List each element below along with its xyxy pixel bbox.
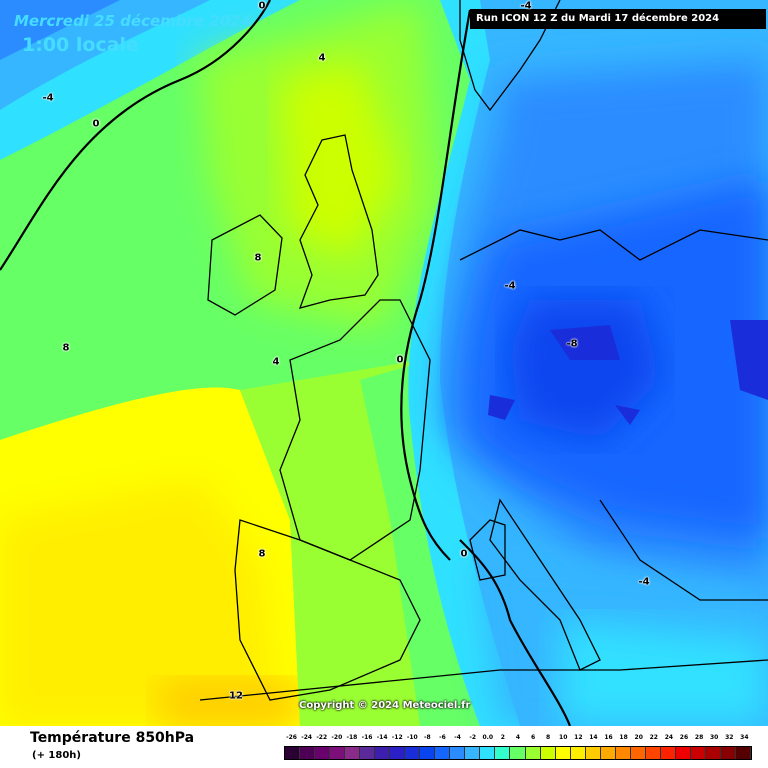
scale-swatch <box>555 747 571 759</box>
scale-label: 0.0 <box>482 734 494 741</box>
scale-swatch <box>450 747 466 759</box>
isotherm-label: 8 <box>258 548 266 560</box>
scale-swatch <box>525 747 541 759</box>
map-footer: Température 850hPa (+ 180h) -26 -24 -22 -20… <box>0 726 768 768</box>
scale-swatch <box>735 747 751 759</box>
forecast-horizon: (+ 180h) <box>32 750 81 761</box>
scale-swatch <box>690 747 706 759</box>
scale-swatch <box>480 747 496 759</box>
scale-swatch <box>375 747 391 759</box>
scale-swatch <box>645 747 661 759</box>
scale-label: 24 <box>664 734 674 741</box>
scale-swatch <box>570 747 586 759</box>
scale-label: 32 <box>725 734 734 741</box>
scale-swatch <box>675 747 691 759</box>
color-scale: -26 -24 -22 -20 -18 -16 -14 -12 -10 -8 -6 -4 -2 0.0 2 4… <box>284 734 752 764</box>
scale-swatch <box>465 747 481 759</box>
scale-label: 6 <box>530 734 536 741</box>
scale-swatch <box>315 747 331 759</box>
scale-label: 30 <box>709 734 719 741</box>
forecast-time: 1:00 locale <box>22 34 139 56</box>
scale-swatch <box>405 747 421 759</box>
isotherm-label: 4 <box>318 52 326 64</box>
scale-label: 4 <box>515 734 521 741</box>
coastlines <box>199 0 768 701</box>
scale-label: 34 <box>740 734 749 741</box>
scale-swatch <box>330 747 346 759</box>
forecast-date: Mercredi 25 décembre 2024 <box>14 12 252 30</box>
scale-label: -22 <box>316 734 328 741</box>
scale-swatch <box>705 747 721 759</box>
scale-swatch <box>435 747 451 759</box>
isotherm-label: 0 <box>258 0 266 12</box>
scale-label: 8 <box>546 734 551 741</box>
isotherm-label: 8 <box>62 342 70 354</box>
scale-swatch <box>420 747 436 759</box>
scale-label: 2 <box>500 734 505 741</box>
scale-label: 12 <box>574 734 583 741</box>
scale-label: -16 <box>361 734 373 741</box>
parameter-title: Température 850hPa <box>30 730 195 746</box>
scale-label: -14 <box>376 734 388 741</box>
scale-label: 14 <box>589 734 598 741</box>
isotherm-label: 4 <box>272 356 280 368</box>
copyright: Copyright © 2024 Meteociel.fr <box>299 700 471 711</box>
scale-swatch <box>600 747 616 759</box>
scale-swatch <box>720 747 736 759</box>
scale-label: -8 <box>424 734 431 741</box>
scale-label: 22 <box>649 734 658 741</box>
scale-label: -2 <box>469 734 476 741</box>
run-info: Run ICON 12 Z du Mardi 17 décembre 2024 <box>470 9 766 29</box>
scale-swatch <box>360 747 376 759</box>
scale-label: -4 <box>454 734 461 741</box>
map-canvas <box>0 0 768 726</box>
color-scale-labels: -26 -24 -22 -20 -18 -16 -14 -12 -10 -8 -6 -4 -2 0.0 2 4… <box>284 734 752 746</box>
scale-label: 28 <box>694 734 704 741</box>
scale-label: 16 <box>604 734 613 741</box>
scale-label: -6 <box>439 734 446 741</box>
scale-label: -24 <box>301 734 313 741</box>
scale-label: 18 <box>619 734 628 741</box>
isotherm-label: 0 <box>396 354 404 366</box>
scale-swatch <box>615 747 631 759</box>
scale-swatch <box>510 747 526 759</box>
scale-label: -18 <box>346 734 358 741</box>
scale-label: -10 <box>406 734 418 741</box>
scale-swatch <box>660 747 676 759</box>
scale-label: 10 <box>559 734 568 741</box>
scale-swatch <box>540 747 556 759</box>
color-scale-swatches <box>284 746 752 760</box>
scale-swatch <box>300 747 316 759</box>
scale-label: -20 <box>331 734 343 741</box>
scale-label: 20 <box>634 734 643 741</box>
scale-label: -26 <box>286 734 297 741</box>
scale-label: 26 <box>679 734 689 741</box>
isotherm-label: -4 <box>638 576 650 588</box>
isotherm-lines <box>0 0 572 726</box>
isotherm-label: 0 <box>92 118 100 130</box>
temperature-map: Mercredi 25 décembre 2024 1:00 locale Ru… <box>0 0 768 726</box>
scale-swatch <box>345 747 361 759</box>
scale-swatch <box>585 747 601 759</box>
scale-swatch <box>630 747 646 759</box>
isotherm-label: -4 <box>42 92 54 104</box>
isotherm-label: -4 <box>520 0 532 12</box>
scale-swatch <box>390 747 406 759</box>
isotherm-label: 8 <box>254 252 262 264</box>
isotherm-label: 0 <box>460 548 468 560</box>
scale-swatch <box>495 747 511 759</box>
scale-swatch <box>285 747 301 759</box>
isotherm-label: -4 <box>504 280 516 292</box>
isotherm-label: 12 <box>229 690 243 702</box>
scale-label: -12 <box>391 734 403 741</box>
isotherm-label: -8 <box>566 338 578 350</box>
